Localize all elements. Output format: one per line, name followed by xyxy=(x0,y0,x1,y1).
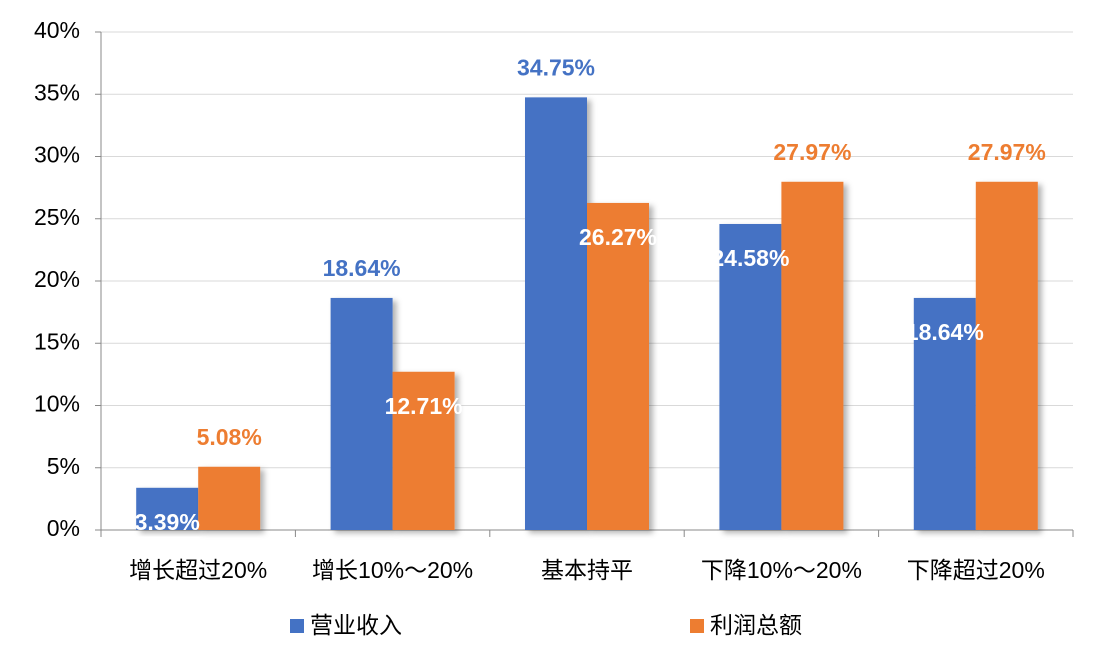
value-label: 12.71% xyxy=(385,393,463,419)
x-tick-label: 增长超过20% xyxy=(129,557,267,583)
bar xyxy=(587,202,649,530)
bar xyxy=(198,466,261,530)
value-label: 18.64% xyxy=(323,255,401,281)
legend-label: 利润总额 xyxy=(710,612,802,638)
value-label: 24.58% xyxy=(711,245,789,271)
bar xyxy=(719,223,782,530)
y-tick-label: 30% xyxy=(34,142,80,168)
legend-swatch xyxy=(690,619,704,633)
y-tick-label: 20% xyxy=(34,266,80,292)
x-tick-label: 增长10%～20% xyxy=(312,557,473,583)
y-tick-label: 15% xyxy=(34,328,80,354)
bar xyxy=(136,487,199,530)
legend-swatch xyxy=(290,619,304,633)
x-tick-label: 下降10%～20% xyxy=(701,557,862,583)
legend-label: 营业收入 xyxy=(310,612,402,638)
bar xyxy=(392,371,455,530)
bar xyxy=(781,181,844,530)
y-tick-label: 0% xyxy=(47,515,80,541)
value-label: 18.64% xyxy=(906,319,984,345)
x-tick-label: 基本持平 xyxy=(541,557,633,583)
value-label: 26.27% xyxy=(579,224,657,250)
y-tick-label: 40% xyxy=(34,17,80,43)
value-label: 27.97% xyxy=(968,139,1046,165)
y-tick-label: 5% xyxy=(47,453,80,479)
y-tick-label: 25% xyxy=(34,204,80,230)
y-tick-label: 35% xyxy=(34,79,80,105)
bar xyxy=(330,297,393,530)
bar xyxy=(913,297,976,530)
value-label: 27.97% xyxy=(773,139,851,165)
value-label: 3.39% xyxy=(135,509,200,535)
x-tick-label: 下降超过20% xyxy=(907,557,1045,583)
bar xyxy=(525,97,587,531)
value-label: 5.08% xyxy=(197,424,262,450)
value-label: 34.75% xyxy=(517,54,595,80)
bar xyxy=(975,181,1038,530)
y-tick-label: 10% xyxy=(34,391,80,417)
